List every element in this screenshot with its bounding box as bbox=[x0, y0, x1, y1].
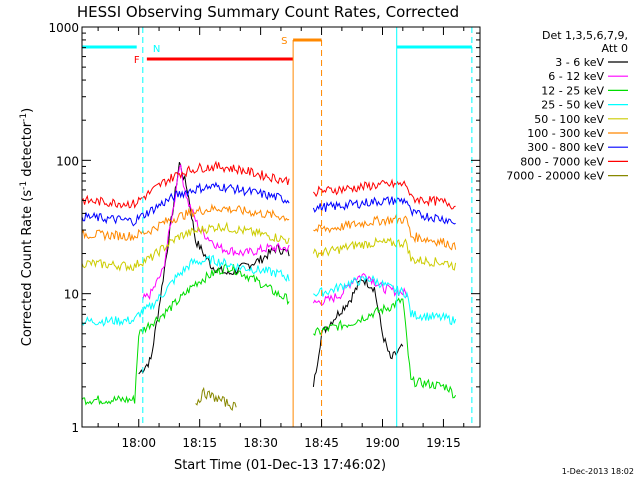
x-tick-label-3: 18:45 bbox=[304, 436, 339, 450]
x-tick-label-5: 19:15 bbox=[426, 436, 461, 450]
series-line-1-seg-0 bbox=[142, 163, 290, 301]
y-tick-label-3: 1000 bbox=[48, 21, 79, 35]
series-line-3-seg-0 bbox=[81, 254, 290, 327]
y-axis-label-sup2: -1 bbox=[19, 113, 29, 122]
series-line-6-seg-0 bbox=[81, 181, 290, 227]
y-axis-label-sup1: -1 bbox=[19, 181, 29, 190]
series-line-5-seg-0 bbox=[81, 203, 290, 242]
x-axis: 18:00 18:15 18:30 18:45 19:00 19:15 bbox=[97, 27, 465, 450]
marker-label-f: F bbox=[134, 55, 140, 66]
series-line-6-seg-1 bbox=[312, 196, 456, 225]
legend-label-3: 25 - 50 keV bbox=[541, 99, 604, 112]
plot-area: N F S bbox=[81, 27, 473, 427]
legend-header-1: Det 1,3,5,6,7,9, bbox=[542, 29, 628, 42]
marker-label-s: S bbox=[281, 36, 287, 47]
marker-label-n: N bbox=[153, 44, 160, 55]
series-line-3-seg-1 bbox=[313, 274, 457, 326]
legend-header-2: Att 0 bbox=[602, 42, 628, 55]
series-line-2-seg-0 bbox=[81, 263, 290, 406]
y-axis: 1 10 100 1000 bbox=[48, 21, 480, 435]
y-axis-label-end: ) bbox=[20, 108, 35, 113]
plot-frame bbox=[81, 26, 481, 428]
y-tick-label-0: 1 bbox=[71, 421, 79, 435]
footer-timestamp: 1-Dec-2013 18:02 bbox=[562, 467, 634, 476]
series-line-7-seg-0 bbox=[81, 160, 290, 209]
series-line-0-seg-1 bbox=[312, 278, 404, 387]
legend-label-5: 100 - 300 keV bbox=[527, 127, 604, 140]
legend-label-7: 800 - 7000 keV bbox=[520, 155, 604, 168]
x-tick-label-4: 19:00 bbox=[365, 436, 400, 450]
series-line-8-seg-0 bbox=[195, 386, 237, 412]
x-axis-label: Start Time (01-Dec-13 17:46:02) bbox=[174, 458, 386, 473]
y-axis-label-main: Corrected Count Rate (s bbox=[20, 190, 35, 347]
legend-label-8: 7000 - 20000 keV bbox=[506, 170, 604, 183]
series-line-2-seg-1 bbox=[313, 297, 457, 399]
legend-label-2: 12 - 25 keV bbox=[541, 84, 604, 97]
series-line-4-seg-1 bbox=[312, 236, 457, 271]
x-tick-label-1: 18:15 bbox=[182, 436, 217, 450]
legend-label-6: 300 - 800 keV bbox=[527, 141, 604, 154]
y-axis-label-mid: detector bbox=[20, 121, 35, 181]
legend-label-0: 3 - 6 keV bbox=[555, 56, 604, 69]
x-tick-label-0: 18:00 bbox=[121, 436, 156, 450]
series-line-7-seg-1 bbox=[313, 178, 456, 210]
series-line-1-seg-1 bbox=[312, 272, 408, 306]
legend-label-1: 6 - 12 keV bbox=[548, 70, 604, 83]
chart-title: HESSI Observing Summary Count Rates, Cor… bbox=[77, 3, 459, 21]
y-axis-label: Corrected Count Rate (s-1 detector-1) bbox=[19, 108, 35, 346]
series-line-0-seg-0 bbox=[138, 162, 290, 375]
legend-label-4: 50 - 100 keV bbox=[534, 113, 604, 126]
series-line-5-seg-1 bbox=[313, 213, 457, 251]
y-tick-label-1: 10 bbox=[64, 288, 79, 302]
y-tick-label-2: 100 bbox=[56, 154, 79, 168]
series-line-4-seg-0 bbox=[81, 221, 290, 272]
x-tick-label-2: 18:30 bbox=[243, 436, 278, 450]
